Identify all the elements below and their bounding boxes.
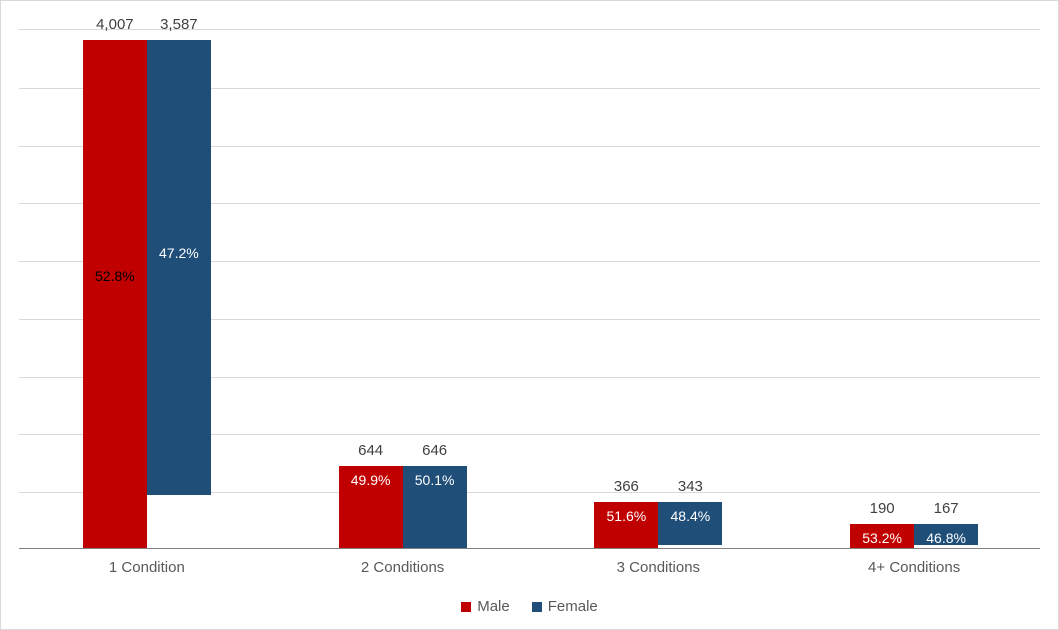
male-bar: 36651.6%	[594, 502, 658, 548]
category-label: 3 Conditions	[531, 559, 787, 576]
legend-item-male: Male	[461, 598, 510, 615]
category-label: 1 Condition	[19, 559, 275, 576]
male-bar: 4,00752.8%	[83, 40, 147, 548]
bar-value-label: 3,587	[147, 16, 211, 33]
bar-percent-label: 53.2%	[850, 530, 914, 546]
bar-value-label: 366	[594, 478, 658, 495]
bar-value-label: 644	[339, 442, 403, 459]
bar-value-label: 167	[914, 500, 978, 517]
bar-value-label: 343	[658, 478, 722, 495]
chart-container: 4,00752.8%3,58747.2%1 Condition64449.9%6…	[0, 0, 1059, 630]
category-label: 4+ Conditions	[786, 559, 1042, 576]
female-bar: 3,58747.2%	[147, 40, 211, 495]
bar-value-label: 4,007	[83, 16, 147, 33]
bar-percent-label: 52.8%	[83, 268, 147, 284]
bar-value-label: 190	[850, 500, 914, 517]
bar-percent-label: 46.8%	[914, 530, 978, 546]
male-bar: 19053.2%	[850, 524, 914, 548]
female-bar: 64650.1%	[403, 466, 467, 548]
male-bar: 64449.9%	[339, 466, 403, 548]
bar-percent-label: 48.4%	[658, 508, 722, 524]
legend-label-female: Female	[548, 598, 598, 615]
bar-percent-label: 50.1%	[403, 472, 467, 488]
legend-item-female: Female	[532, 598, 598, 615]
bar-pair: 64449.9%64650.1%	[275, 466, 531, 548]
female-bar: 16746.8%	[914, 524, 978, 545]
bar-pair: 19053.2%16746.8%	[786, 524, 1042, 548]
bar-percent-label: 47.2%	[147, 245, 211, 261]
legend: Male Female	[1, 598, 1058, 615]
bar-percent-label: 51.6%	[594, 508, 658, 524]
female-bar: 34348.4%	[658, 502, 722, 546]
bar-value-label: 646	[403, 442, 467, 459]
bar-pair: 4,00752.8%3,58747.2%	[19, 40, 275, 548]
legend-label-male: Male	[477, 598, 510, 615]
category-label: 2 Conditions	[275, 559, 531, 576]
legend-swatch-male	[461, 602, 471, 612]
legend-swatch-female	[532, 602, 542, 612]
bar-percent-label: 49.9%	[339, 472, 403, 488]
bar-pair: 36651.6%34348.4%	[531, 502, 787, 548]
plot-area: 4,00752.8%3,58747.2%1 Condition64449.9%6…	[19, 29, 1040, 549]
